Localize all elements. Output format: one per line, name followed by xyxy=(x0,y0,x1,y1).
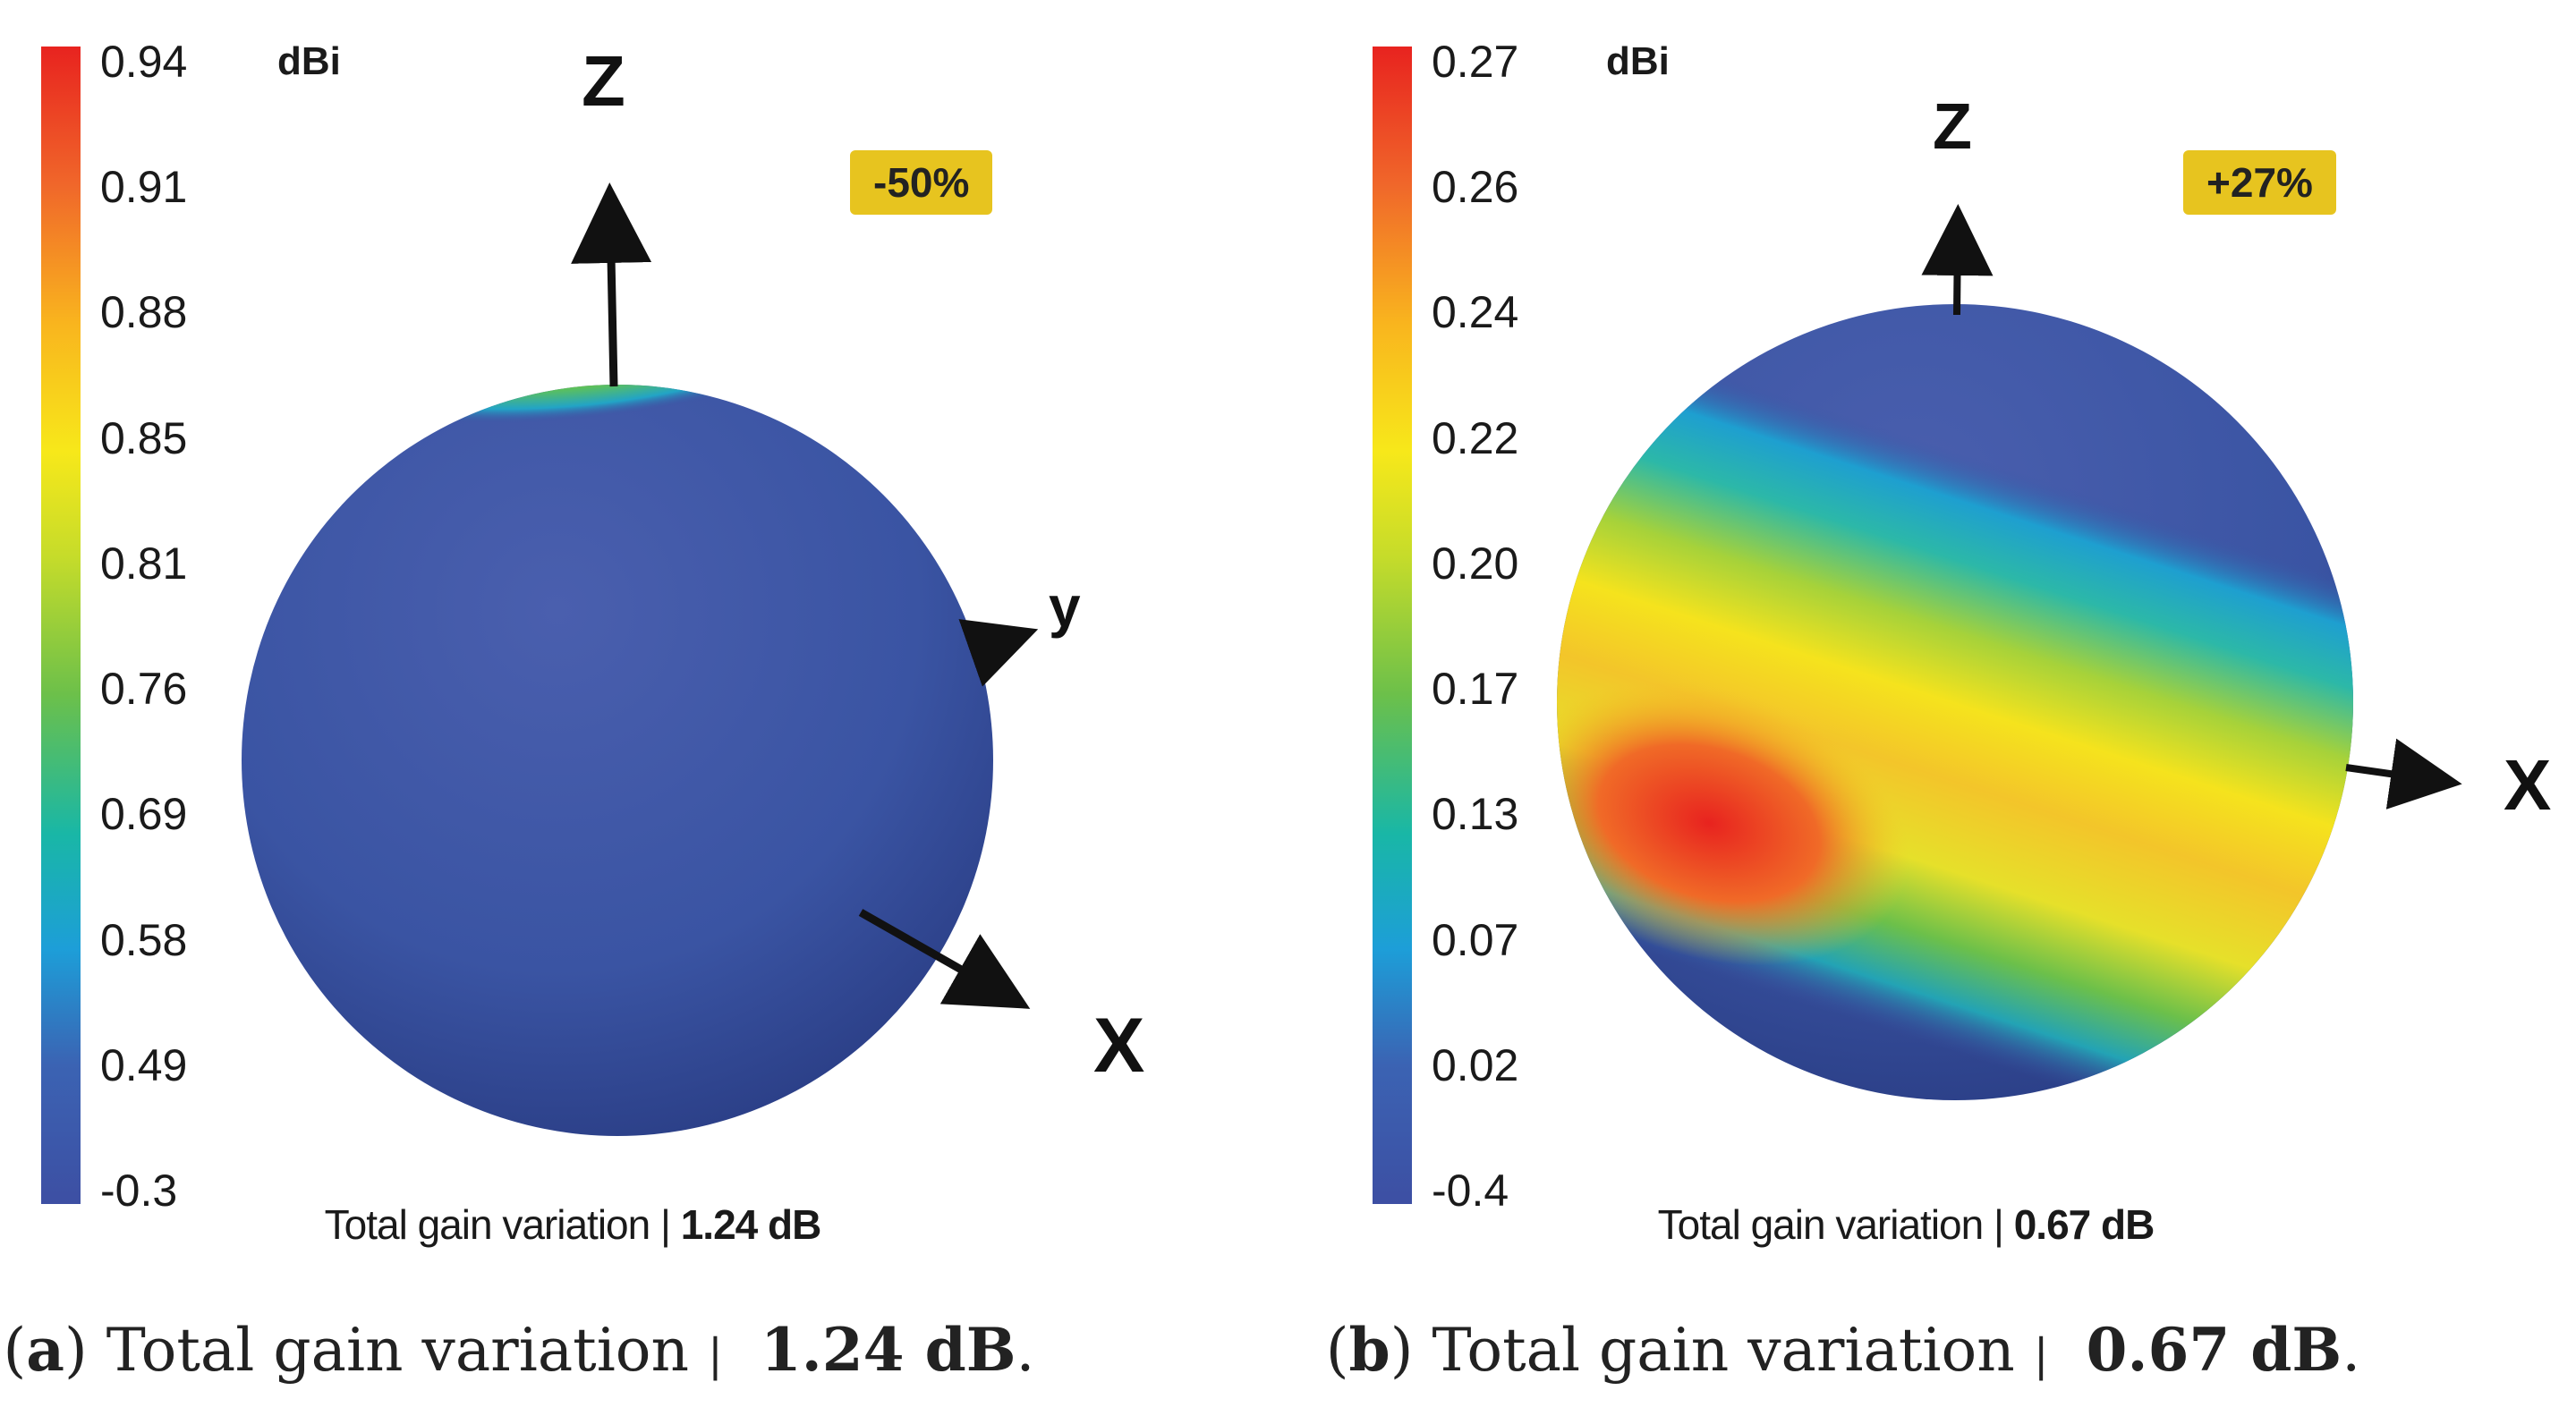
panel-b: 0.27 0.26 0.24 0.22 0.20 0.17 0.13 0.07 … xyxy=(1324,0,2576,1416)
colorbar-tick: 0.17 xyxy=(1432,664,1518,714)
unit-label: dBi xyxy=(277,39,341,83)
gain-change-badge: +27% xyxy=(2183,150,2336,215)
colorbar xyxy=(41,47,81,1204)
radiation-pattern-plot-a: 0.94 0.91 0.88 0.85 0.81 0.76 0.69 0.58 … xyxy=(41,37,1144,1216)
colorbar-ticks: 0.94 0.91 0.88 0.85 0.81 0.76 0.69 0.58 … xyxy=(100,37,187,1216)
subfigure-value: 0.67 dB xyxy=(2086,1315,2342,1385)
colorbar-tick: 0.20 xyxy=(1432,538,1518,589)
colorbar-tick: 0.58 xyxy=(100,915,187,965)
subfigure-caption: (a) Total gain variation | 1.24 dB. xyxy=(3,1315,1035,1385)
subfigure-letter: a xyxy=(26,1315,65,1385)
radiation-pattern-plot-b: 0.27 0.26 0.24 0.22 0.20 0.17 0.13 0.07 … xyxy=(1373,37,2551,1216)
colorbar-tick: 0.91 xyxy=(100,162,187,212)
unit-label: dBi xyxy=(1606,39,1670,83)
colorbar-tick: -0.4 xyxy=(1432,1166,1509,1216)
colorbar-tick: 0.22 xyxy=(1432,413,1518,463)
colorbar-tick: -0.3 xyxy=(100,1166,177,1216)
panel-a: 0.94 0.91 0.88 0.85 0.81 0.76 0.69 0.58 … xyxy=(3,37,1145,1385)
inner-caption: Total gain variation | 1.24 dB xyxy=(125,1200,1020,1249)
inner-caption-value: 0.67 dB xyxy=(2013,1201,2155,1248)
axis-x: X xyxy=(858,909,1144,1089)
inner-caption-value: 1.24 dB xyxy=(680,1201,822,1248)
inner-caption: Total gain variation | 0.67 dB xyxy=(1458,1200,2353,1249)
axis-z: Z xyxy=(571,41,652,387)
colorbar-tick: 0.02 xyxy=(1432,1040,1518,1090)
subfigure-caption: (b) Total gain variation | 0.67 dB. xyxy=(1325,1315,2361,1385)
gain-sphere xyxy=(242,385,993,1136)
axis-y: y xyxy=(958,574,1081,687)
colorbar-tick: 0.94 xyxy=(100,37,187,87)
gain-change-badge: -50% xyxy=(850,150,993,215)
subfigure-letter: b xyxy=(1348,1315,1390,1385)
colorbar-ticks: 0.27 0.26 0.24 0.22 0.20 0.17 0.13 0.07 … xyxy=(1432,37,1518,1216)
colorbar-tick: 0.26 xyxy=(1432,162,1518,212)
subfigure-value: 1.24 dB xyxy=(760,1315,1016,1385)
axis-z-label: Z xyxy=(582,41,625,121)
colorbar-tick: 0.69 xyxy=(100,789,187,839)
colorbar-tick: 0.88 xyxy=(100,287,187,337)
colorbar xyxy=(1373,47,1412,1204)
colorbar-tick: 0.49 xyxy=(100,1040,187,1090)
axis-x: X xyxy=(2345,738,2551,825)
colorbar-tick: 0.81 xyxy=(100,538,187,589)
gain-sphere xyxy=(1557,304,2353,1100)
colorbar-tick: 0.13 xyxy=(1432,789,1518,839)
colorbar-tick: 0.85 xyxy=(100,413,187,463)
axis-x-label: X xyxy=(1093,1003,1144,1089)
axis-y-label: y xyxy=(1049,574,1081,639)
inner-caption-prefix: Total gain variation | xyxy=(324,1201,681,1248)
colorbar-tick: 0.27 xyxy=(1432,37,1518,87)
colorbar-tick: 0.76 xyxy=(100,664,187,714)
colorbar-tick: 0.24 xyxy=(1432,287,1518,337)
axis-z-label: Z xyxy=(1933,91,1972,163)
colorbar-tick: 0.07 xyxy=(1432,915,1518,965)
axis-x-label: X xyxy=(2504,745,2551,825)
inner-caption-prefix: Total gain variation | xyxy=(1657,1201,2014,1248)
axis-z: Z xyxy=(1921,91,1994,316)
